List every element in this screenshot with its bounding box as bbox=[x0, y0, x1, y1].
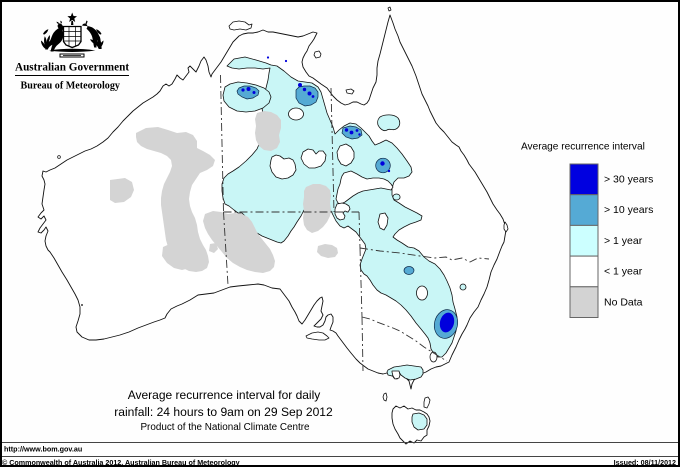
svg-text:Product of the National Climat: Product of the National Climate Centre bbox=[140, 422, 310, 433]
svg-text:> 1 year: > 1 year bbox=[604, 235, 643, 247]
svg-text:Average recurrence interval: Average recurrence interval bbox=[521, 142, 645, 153]
svg-text:> 30 years: > 30 years bbox=[604, 174, 653, 186]
svg-text:© Commonwealth of Australia 20: © Commonwealth of Australia 2012, Austra… bbox=[2, 459, 240, 467]
svg-text:> 10 years: > 10 years bbox=[604, 204, 653, 216]
svg-text:Australian Government: Australian Government bbox=[15, 62, 129, 74]
svg-text:< 1 year: < 1 year bbox=[604, 266, 643, 278]
svg-text:No Data: No Data bbox=[604, 296, 643, 308]
svg-text:Bureau of Meteorology: Bureau of Meteorology bbox=[21, 81, 120, 92]
svg-text:Issued: 08/11/2012: Issued: 08/11/2012 bbox=[614, 459, 676, 467]
svg-text:rainfall: 24 hours to 9am on 2: rainfall: 24 hours to 9am on 29 Sep 2012 bbox=[114, 405, 333, 419]
svg-text:http://www.bom.gov.au: http://www.bom.gov.au bbox=[4, 445, 82, 454]
svg-text:Average recurrence interval fo: Average recurrence interval for daily bbox=[128, 388, 321, 402]
